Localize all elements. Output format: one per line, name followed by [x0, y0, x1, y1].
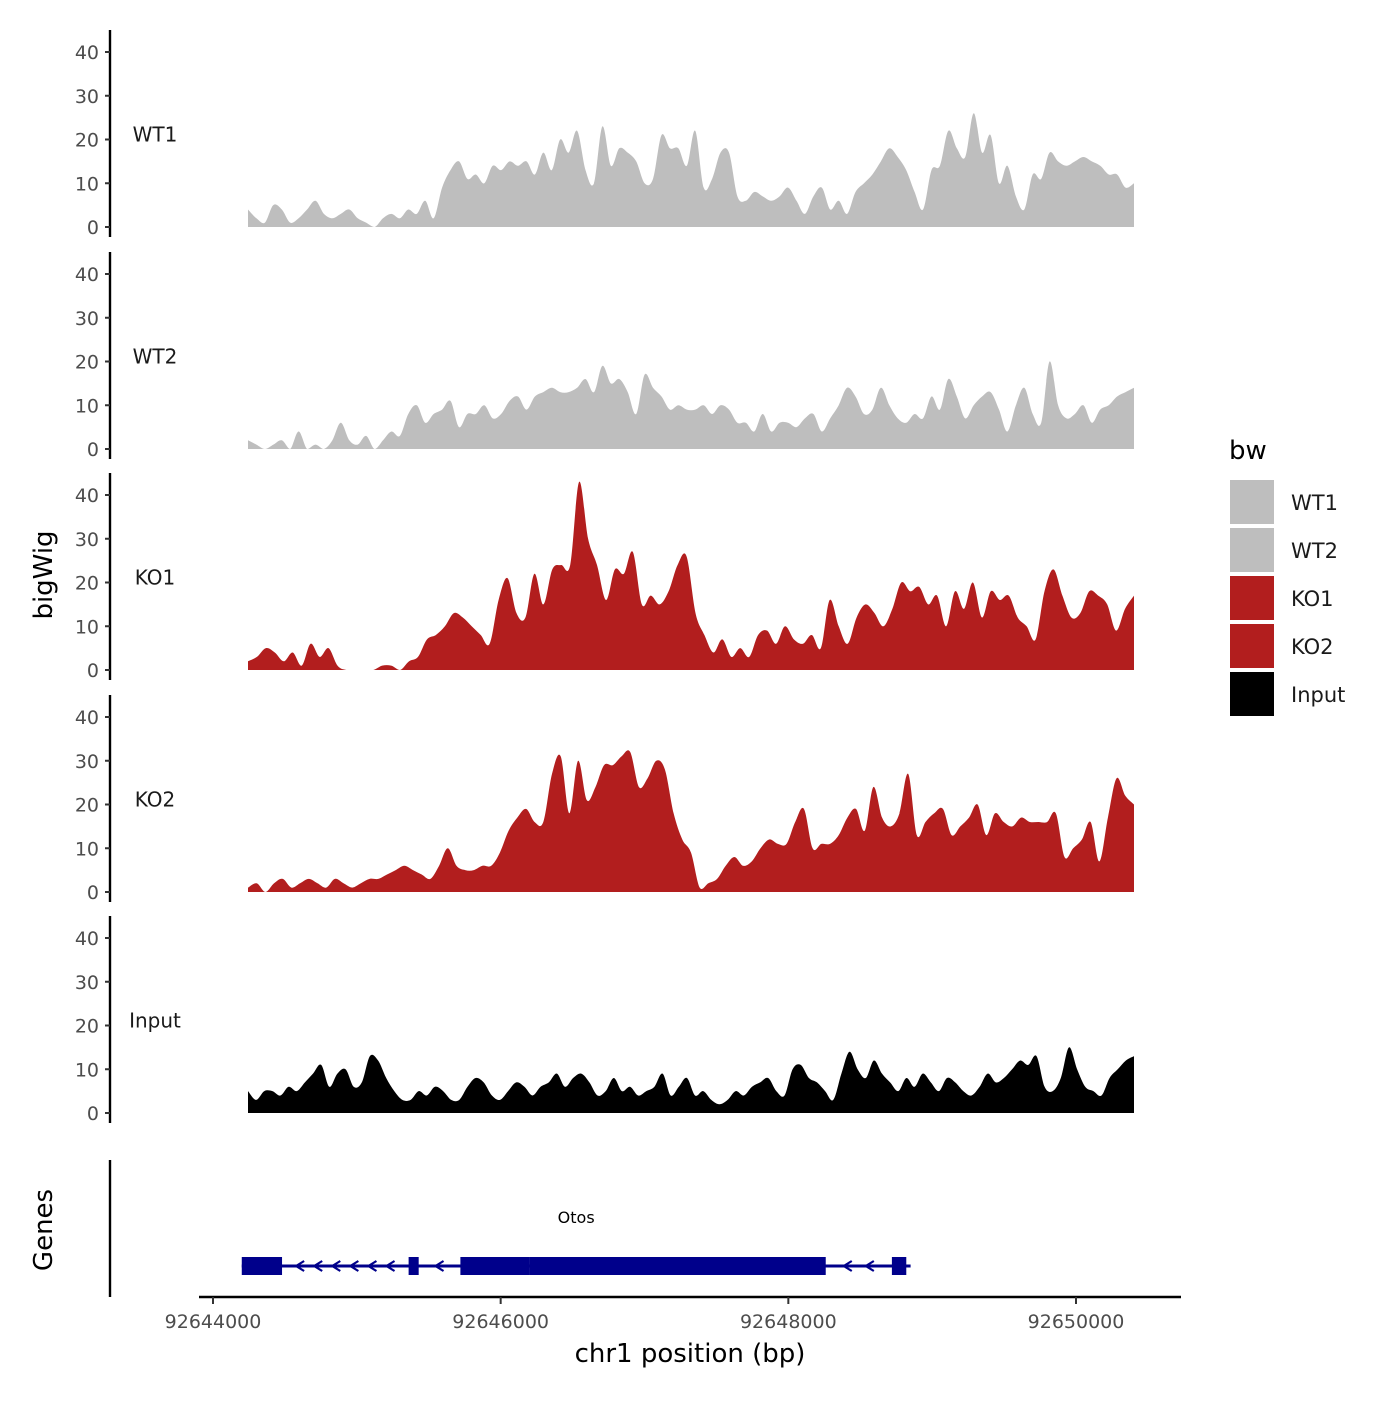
x-axis-title: chr1 position (bp) — [575, 1339, 806, 1369]
legend-swatch — [1230, 672, 1274, 716]
area-input — [248, 1047, 1134, 1113]
y-tick-label: 10 — [75, 173, 99, 195]
y-axis-title: bigWig — [29, 530, 59, 619]
y-tick-label: 30 — [75, 308, 99, 330]
track-wt1: 0 10 20 30 40 WT1 — [75, 30, 1134, 239]
track-input: 0 10 20 30 40 Input — [75, 916, 1134, 1125]
legend-label: WT1 — [1291, 491, 1338, 515]
gene-exon — [408, 1257, 419, 1275]
gene-otos: Otos — [241, 1208, 911, 1275]
x-axis: 92644000 92646000 92648000 92650000 — [165, 1295, 1181, 1333]
track-label: KO1 — [135, 566, 176, 590]
track-label: WT2 — [133, 345, 178, 369]
y-tick-label: 0 — [87, 882, 99, 904]
legend-swatch — [1230, 528, 1274, 572]
y-tick-label: 20 — [75, 795, 99, 817]
track-ko2: 0 10 20 30 40 KO2 — [75, 695, 1134, 904]
track-label: WT1 — [133, 123, 178, 147]
legend-label: Input — [1291, 683, 1345, 707]
area-wt2 — [248, 361, 1134, 449]
y-tick-label: 0 — [87, 660, 99, 682]
tracks-layer: 0 10 20 30 40 WT1 0 10 20 30 40 WT2 0 10 20 30 40 KO1 0 10 2… — [75, 30, 1134, 1125]
track-ko1: 0 10 20 30 40 KO1 — [75, 473, 1134, 682]
y-tick-label: 10 — [75, 838, 99, 860]
legend-label: WT2 — [1291, 539, 1338, 563]
y-tick-label: 10 — [75, 1059, 99, 1081]
strand-arrow — [330, 1260, 341, 1272]
legend-swatch — [1230, 576, 1274, 620]
x-tick-label: 92648000 — [740, 1311, 837, 1333]
gene-name-label: Otos — [558, 1208, 595, 1227]
y-tick-label: 40 — [75, 264, 99, 286]
y-tick-label: 20 — [75, 130, 99, 152]
y-tick-label: 30 — [75, 529, 99, 551]
strand-arrow — [841, 1260, 853, 1272]
y-tick-label: 0 — [87, 217, 99, 239]
legend: bw WT1 WT2 KO1 KO2 Input — [1229, 436, 1345, 716]
gene-exon — [241, 1257, 283, 1275]
strand-arrow — [312, 1260, 323, 1272]
strand-arrow — [384, 1260, 396, 1272]
y-tick-label: 30 — [75, 972, 99, 994]
legend-item-wt2: WT2 — [1230, 528, 1338, 572]
y-tick-label: 30 — [75, 86, 99, 108]
x-tick-label: 92644000 — [165, 1311, 262, 1333]
y-tick-label: 0 — [87, 439, 99, 461]
y-tick-label: 30 — [75, 751, 99, 773]
area-ko1 — [248, 481, 1134, 670]
track-label: KO2 — [135, 788, 176, 812]
y-tick-label: 20 — [75, 1016, 99, 1038]
track-wt2: 0 10 20 30 40 WT2 — [75, 252, 1134, 461]
genes-layer: Otos — [108, 1160, 911, 1297]
gene-exon — [529, 1257, 826, 1275]
x-tick-label: 92650000 — [1028, 1311, 1125, 1333]
legend-item-ko1: KO1 — [1230, 576, 1334, 620]
y-tick-label: 40 — [75, 928, 99, 950]
y-tick-label: 10 — [75, 395, 99, 417]
y-tick-label: 20 — [75, 573, 99, 595]
legend-swatch — [1230, 480, 1274, 524]
genes-track-title: Genes — [29, 1189, 59, 1271]
y-tick-label: 40 — [75, 485, 99, 507]
legend-label: KO2 — [1291, 635, 1334, 659]
y-tick-label: 10 — [75, 616, 99, 638]
strand-arrow — [863, 1260, 875, 1272]
y-tick-label: 40 — [75, 42, 99, 64]
x-tick-label: 92646000 — [452, 1311, 549, 1333]
legend-swatch — [1230, 624, 1274, 668]
y-tick-label: 0 — [87, 1103, 99, 1125]
legend-item-input: Input — [1230, 672, 1345, 716]
area-wt1 — [248, 113, 1134, 227]
strand-arrow — [294, 1260, 305, 1272]
gene-exon — [891, 1257, 907, 1275]
y-tick-label: 20 — [75, 352, 99, 374]
area-ko2 — [248, 750, 1134, 892]
strand-arrow — [348, 1260, 359, 1272]
legend-item-wt1: WT1 — [1230, 480, 1338, 524]
strand-arrow — [433, 1260, 445, 1272]
track-label: Input — [129, 1009, 181, 1033]
gene-exon — [460, 1257, 530, 1275]
strand-arrow — [366, 1260, 378, 1272]
legend-label: KO1 — [1291, 587, 1334, 611]
legend-title: bw — [1229, 436, 1267, 466]
legend-item-ko2: KO2 — [1230, 624, 1334, 668]
y-tick-label: 40 — [75, 707, 99, 729]
